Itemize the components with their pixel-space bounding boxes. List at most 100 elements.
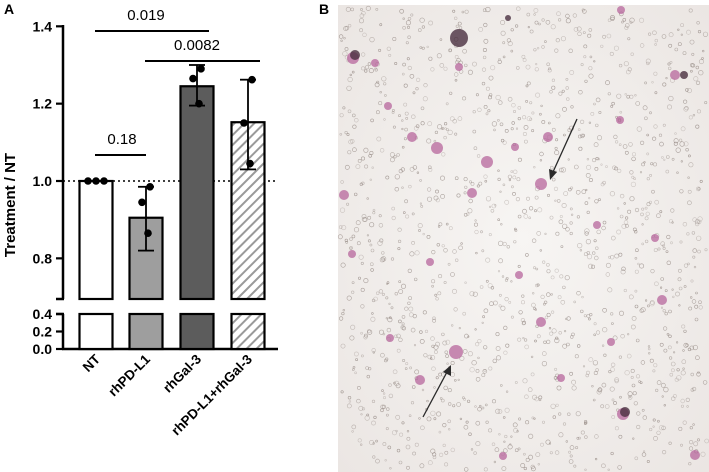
cell-clump: [680, 71, 688, 79]
micrograph-speck: [383, 358, 388, 363]
micrograph-speck: [458, 327, 461, 330]
micrograph-speck: [527, 387, 533, 393]
micrograph-speck: [507, 96, 513, 102]
micrograph-speck: [510, 28, 514, 32]
micrograph-speck: [483, 105, 488, 109]
micrograph-speck: [360, 304, 365, 309]
micrograph-speck: [566, 97, 570, 101]
micrograph-speck: [664, 311, 668, 316]
micrograph-speck: [404, 367, 408, 370]
micrograph-speck: [488, 366, 493, 371]
micrograph-speck: [442, 443, 446, 448]
micrograph-speck: [577, 243, 583, 249]
micrograph-speck: [344, 25, 350, 31]
micrograph-speck: [568, 48, 573, 53]
micrograph-speck: [629, 17, 635, 23]
micrograph-speck: [537, 207, 543, 213]
micrograph-speck: [360, 443, 363, 446]
micrograph-speck: [462, 311, 467, 316]
stained-cell: [616, 116, 624, 124]
micrograph-speck: [493, 128, 496, 132]
micrograph-speck: [588, 263, 594, 269]
micrograph-speck: [579, 133, 585, 139]
micrograph-speck: [646, 202, 651, 207]
micrograph-speck: [513, 227, 517, 231]
micrograph-speck: [432, 316, 436, 320]
micrograph-speck: [672, 295, 675, 299]
micrograph-speck: [406, 57, 410, 61]
micrograph-speck: [624, 370, 630, 376]
micrograph-speck: [662, 244, 665, 247]
micrograph-speck: [348, 400, 352, 403]
micrograph-speck: [555, 113, 561, 119]
micrograph-speck: [587, 33, 592, 38]
micrograph-speck: [412, 314, 417, 319]
micrograph-speck: [522, 58, 527, 62]
micrograph-speck: [554, 146, 558, 150]
micrograph-speck: [390, 306, 394, 310]
micrograph-speck: [347, 396, 352, 400]
micrograph-speck: [420, 425, 425, 431]
micrograph-speck: [668, 43, 673, 48]
micrograph-speck: [645, 58, 651, 64]
micrograph-speck: [671, 157, 675, 161]
micrograph-speck: [414, 369, 420, 375]
micrograph-speck: [433, 417, 437, 421]
micrograph-speck: [593, 239, 597, 243]
micrograph-speck: [439, 452, 444, 458]
micrograph-speck: [485, 86, 490, 91]
micrograph-speck: [375, 458, 380, 464]
micrograph-speck: [553, 186, 559, 191]
micrograph-speck: [602, 307, 607, 313]
micrograph-speck: [386, 281, 390, 284]
micrograph-speck: [360, 8, 363, 11]
micrograph-speck: [625, 223, 629, 228]
micrograph-speck: [416, 171, 420, 174]
micrograph-speck: [492, 358, 497, 364]
micrograph-speck: [464, 281, 467, 284]
micrograph-speck: [671, 221, 674, 224]
micrograph-speck: [691, 52, 695, 56]
micrograph-speck: [377, 240, 383, 246]
micrograph-speck: [447, 419, 452, 424]
micrograph-speck: [426, 399, 429, 403]
micrograph-speck: [380, 404, 385, 409]
micrograph-speck: [542, 260, 546, 264]
micrograph-speck: [372, 208, 376, 212]
micrograph-speck: [592, 398, 596, 402]
micrograph-speck: [393, 381, 396, 385]
micrograph-speck: [569, 445, 575, 450]
micrograph-speck: [356, 398, 361, 404]
micrograph-speck: [389, 157, 395, 163]
micrograph-speck: [687, 262, 690, 266]
micrograph-speck: [585, 373, 589, 378]
micrograph-speck: [406, 430, 410, 433]
micrograph-speck: [470, 181, 475, 186]
micrograph-speck: [593, 370, 598, 375]
micrograph-speck: [578, 436, 582, 440]
micrograph-speck: [438, 222, 443, 227]
micrograph-speck: [556, 11, 561, 16]
micrograph-speck: [349, 335, 355, 341]
micrograph-speck: [461, 396, 465, 400]
micrograph-speck: [407, 35, 411, 39]
micrograph-speck: [635, 374, 641, 379]
micrograph-speck: [635, 101, 641, 106]
micrograph-speck: [671, 368, 675, 373]
micrograph-speck: [436, 243, 440, 247]
micrograph-speck: [404, 111, 409, 116]
micrograph-speck: [558, 91, 563, 96]
stained-cell: [651, 234, 659, 242]
micrograph-speck: [514, 24, 519, 28]
micrograph-speck: [619, 214, 624, 219]
micrograph-speck: [361, 407, 366, 411]
micrograph-speck: [629, 170, 634, 175]
micrograph-speck: [640, 360, 646, 365]
micrograph-speck: [604, 404, 610, 409]
micrograph-speck: [642, 450, 646, 453]
micrograph-speck: [613, 134, 618, 139]
micrograph-speck: [398, 319, 402, 324]
micrograph-speck: [512, 191, 516, 196]
micrograph-speck: [563, 133, 566, 137]
micrograph-speck: [414, 250, 420, 256]
